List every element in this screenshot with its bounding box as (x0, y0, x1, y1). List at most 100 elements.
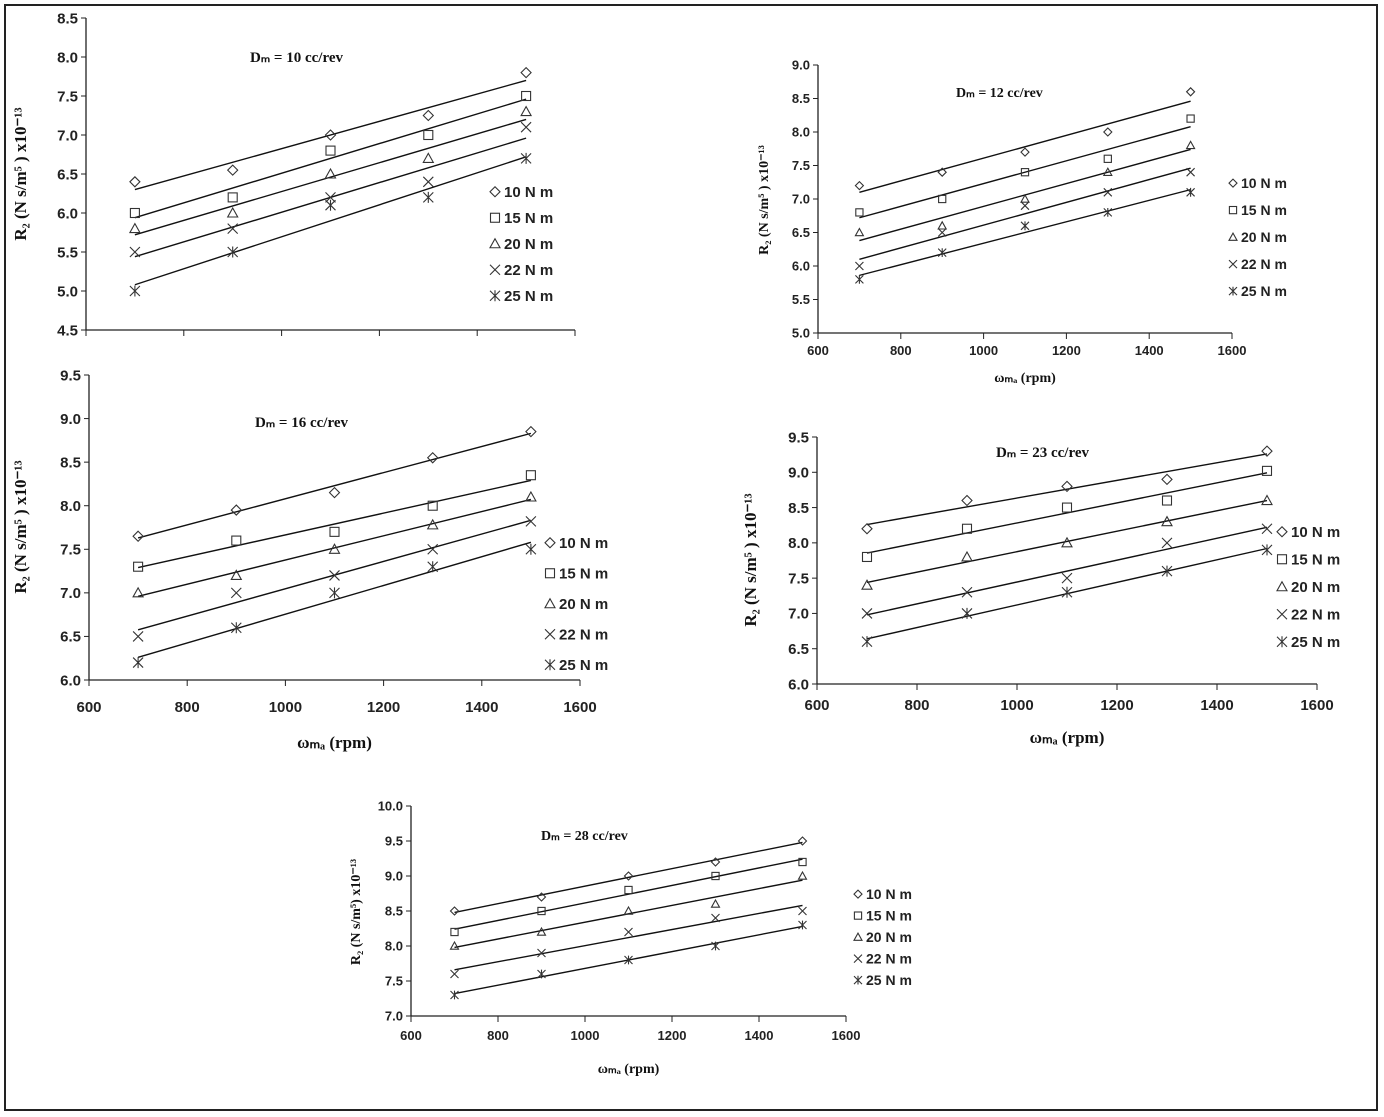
data-point (937, 220, 948, 230)
data-point (328, 486, 341, 499)
data-point (1103, 208, 1113, 217)
chart-panel-4: 6.0 6.5 7.0 7.5 8.0 8.5 9.0 9.5 600 800 1000 1200 14… (741, 429, 1340, 747)
data-point (1186, 114, 1195, 123)
data-point (1161, 473, 1173, 486)
y-tick-label: 5.5 (57, 244, 78, 261)
x-tick-label: 600 (804, 697, 829, 714)
y-tick-label: 10.0 (378, 799, 403, 814)
legend-marker (1276, 636, 1288, 648)
trend-line (137, 432, 532, 539)
data-point (798, 920, 807, 930)
y-tick-label: 5.0 (792, 326, 810, 341)
data-point (132, 530, 144, 542)
legend-marker (1228, 259, 1238, 269)
data-point (711, 913, 720, 923)
data-point (537, 969, 546, 979)
chart-title: Dₘ = 12 cc/rev (956, 86, 1043, 101)
y-tick-label: 8.0 (385, 939, 403, 954)
data-point (1020, 221, 1030, 231)
y-tick-label: 6.5 (57, 166, 78, 183)
y-tick-label: 4.5 (57, 322, 78, 339)
y-axis-title: R₂ (N s/m⁵ ) x10⁻¹³ (11, 107, 30, 240)
data-point (937, 248, 947, 257)
legend-label: 22 N m (559, 627, 608, 644)
data-point (855, 261, 864, 271)
legend-marker (1276, 525, 1288, 538)
data-point (537, 948, 546, 958)
data-point (133, 561, 144, 572)
y-axis-title: R₂ (N s/m⁵) x10⁻¹³ (349, 859, 364, 965)
y-tick-label: 7.0 (792, 192, 810, 207)
x-tick-label: 1000 (1000, 697, 1033, 714)
x-tick-label: 1200 (658, 1028, 687, 1043)
x-axis-title: ωₘₐ (rpm) (598, 1062, 660, 1077)
legend-marker (1276, 608, 1288, 620)
data-point (861, 551, 873, 563)
data-point (1186, 187, 1195, 197)
data-point (1102, 167, 1113, 176)
y-tick-label: 7.0 (57, 127, 78, 144)
legend-marker (1228, 286, 1238, 296)
y-tick-label: 8.5 (788, 500, 809, 517)
legend-marker (853, 975, 863, 985)
y-tick-label: 7.5 (788, 570, 809, 587)
data-point (227, 223, 239, 234)
data-point (938, 194, 947, 204)
legend-marker (489, 290, 501, 302)
data-point (521, 90, 532, 102)
data-point (536, 892, 547, 902)
data-point (1261, 494, 1273, 506)
legend-label: 25 N m (559, 657, 608, 674)
data-point (128, 222, 141, 234)
y-tick-label: 8.0 (788, 535, 809, 552)
legend-label: 25 N m (1241, 283, 1287, 299)
legend-label: 15 N m (1291, 552, 1340, 569)
data-point (329, 587, 340, 599)
y-axis-title: R₂ (N s/m⁵ ) x10⁻¹³ (11, 460, 30, 593)
data-point (129, 285, 141, 297)
legend-label: 22 N m (1241, 256, 1287, 272)
chart-title: Dₘ = 28 cc/rev (541, 829, 628, 844)
trend-line (859, 125, 1191, 219)
data-point (536, 926, 547, 936)
data-point (961, 523, 973, 534)
data-point (1103, 154, 1112, 163)
legend-label: 22 N m (504, 262, 553, 279)
trend-line (134, 98, 527, 219)
trend-line (866, 526, 1268, 616)
trend-line (137, 541, 532, 659)
data-point (449, 940, 460, 950)
x-tick-label: 800 (175, 699, 200, 716)
y-tick-label: 9.0 (792, 58, 810, 73)
trend-line (134, 156, 527, 286)
data-point (328, 543, 341, 554)
legend-marker (853, 889, 863, 899)
data-point (129, 176, 141, 188)
x-tick-label: 800 (904, 697, 929, 714)
y-tick-label: 9.5 (788, 429, 809, 446)
data-point (854, 227, 865, 237)
x-tick-label: 1200 (367, 699, 400, 716)
legend-marker (544, 536, 556, 549)
data-point (1261, 544, 1273, 556)
data-point (1061, 502, 1073, 513)
legend-label: 10 N m (866, 886, 912, 902)
data-point (422, 176, 434, 188)
data-point (427, 500, 438, 511)
data-point (623, 871, 634, 881)
data-point (711, 871, 720, 881)
data-point (1161, 565, 1173, 577)
x-axis-title: ωₘₐ (rpm) (994, 371, 1056, 386)
y-tick-label: 6.5 (792, 225, 810, 240)
data-point (230, 569, 243, 580)
data-point (861, 608, 873, 619)
data-point (132, 657, 144, 669)
data-point (525, 516, 537, 527)
legend-marker (544, 597, 556, 609)
data-point (1261, 523, 1273, 535)
legend-label: 25 N m (1291, 634, 1340, 651)
legend-marker (489, 212, 501, 223)
data-point (423, 129, 434, 141)
y-tick-label: 5.0 (57, 283, 78, 300)
